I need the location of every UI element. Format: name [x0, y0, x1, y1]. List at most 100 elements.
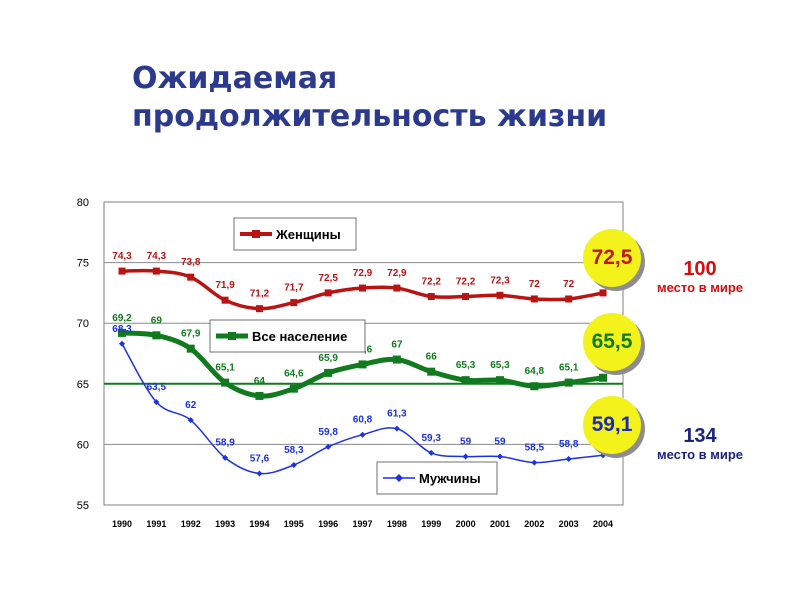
data-label-women: 71,2 [250, 289, 270, 300]
data-label-men: 58,9 [215, 438, 235, 449]
data-point-men [393, 425, 400, 432]
data-label-men: 57,6 [250, 453, 270, 464]
data-label-total: 65,1 [559, 363, 579, 374]
data-point-total [427, 367, 436, 376]
data-label-men: 59,3 [422, 433, 442, 444]
data-point-women [187, 273, 195, 281]
x-tick-label: 1990 [112, 519, 132, 529]
x-tick-label: 1995 [284, 519, 304, 529]
x-tick-label: 1998 [387, 519, 407, 529]
data-point-total [564, 378, 573, 387]
data-point-men [565, 455, 572, 462]
data-point-men [359, 431, 366, 438]
x-tick-label: 1994 [249, 519, 269, 529]
data-point-women [565, 295, 573, 303]
title-line-1: Ожидаемая [132, 61, 338, 96]
data-point-total [118, 328, 126, 337]
x-tick-label: 1999 [421, 519, 441, 529]
legend-marker-men [395, 474, 403, 482]
data-label-total: 67,9 [181, 329, 201, 340]
legend-marker-total [228, 332, 236, 340]
data-label-men: 68,3 [112, 324, 132, 335]
badge-men-2004: 59,1 [583, 396, 641, 454]
data-point-total [599, 373, 608, 382]
data-label-total: 65,3 [456, 360, 476, 371]
x-tick-label: 1992 [181, 519, 201, 529]
data-point-total [152, 331, 161, 340]
data-label-total: 64 [254, 376, 266, 387]
legend-men [376, 461, 498, 495]
data-label-men: 59 [494, 437, 506, 448]
badge-total-2004: 65,5 [583, 313, 641, 371]
data-point-men [119, 340, 125, 347]
data-label-men: 59 [460, 437, 472, 448]
x-tick-label: 1996 [318, 519, 338, 529]
data-point-women [496, 291, 504, 299]
data-label-women: 74,3 [112, 251, 132, 262]
data-point-women [530, 295, 538, 303]
rank-men: 134 место в мире [632, 425, 768, 463]
x-tick-label: 2000 [456, 519, 476, 529]
data-point-total [495, 376, 504, 385]
data-label-women: 72,2 [456, 277, 476, 288]
data-label-women: 72,2 [422, 277, 442, 288]
x-tick-label: 2003 [559, 519, 579, 529]
data-point-total [186, 344, 195, 353]
y-tick-label: 75 [77, 258, 89, 270]
data-point-men [290, 462, 297, 469]
y-tick-label: 80 [77, 197, 89, 209]
data-label-men: 58,5 [525, 443, 545, 454]
data-label-women: 74,3 [147, 251, 167, 262]
x-tick-label: 2004 [593, 519, 613, 529]
data-point-total [289, 384, 298, 393]
badge-women-2004: 72,5 [583, 229, 641, 287]
data-point-women [393, 284, 401, 292]
data-point-total [392, 355, 401, 364]
data-point-women [255, 305, 263, 313]
x-tick-label: 1991 [146, 519, 166, 529]
data-label-men: 63,5 [147, 382, 167, 393]
x-tick-label: 2002 [524, 519, 544, 529]
data-label-women: 72,5 [318, 273, 338, 284]
data-point-women [462, 293, 470, 301]
data-label-total: 64,8 [525, 366, 545, 377]
data-point-women [290, 299, 298, 307]
data-point-women [221, 296, 229, 304]
x-tick-label: 1997 [353, 519, 373, 529]
data-point-women [324, 289, 332, 297]
legend-label-total: Все население [252, 329, 347, 344]
chart-title: Ожидаемая продолжительность жизни [132, 60, 692, 136]
data-point-total [530, 382, 539, 391]
y-tick-label: 65 [77, 379, 89, 391]
data-label-women: 72,9 [353, 268, 373, 279]
data-point-total [461, 376, 470, 385]
data-point-men [153, 398, 160, 405]
data-point-women [118, 267, 126, 275]
data-label-women: 71,9 [215, 280, 235, 291]
data-label-men: 60,8 [353, 415, 373, 426]
data-label-total: 64,6 [284, 369, 304, 380]
data-label-men: 59,8 [318, 427, 338, 438]
data-label-women: 72,3 [490, 275, 510, 286]
data-label-women: 72,9 [387, 268, 407, 279]
data-label-men: 62 [185, 400, 197, 411]
data-point-men [600, 452, 607, 459]
data-label-men: 58,8 [559, 439, 579, 450]
legend-label-men: Мужчины [419, 471, 481, 486]
data-point-women [152, 267, 160, 275]
plot-area [103, 201, 624, 506]
title-line-2: продолжительность жизни [132, 99, 608, 134]
data-label-women: 71,7 [284, 283, 304, 294]
data-label-women: 72 [563, 279, 575, 290]
data-point-men [256, 470, 263, 477]
data-label-total: 65,1 [215, 363, 235, 374]
data-label-total: 65,9 [318, 353, 338, 364]
x-tick-label: 2001 [490, 519, 510, 529]
data-point-total [255, 391, 264, 400]
y-tick-label: 70 [77, 318, 89, 330]
y-tick-label: 55 [77, 500, 89, 512]
data-point-men [222, 454, 229, 461]
data-label-women: 72 [529, 279, 541, 290]
data-point-women [427, 293, 435, 301]
